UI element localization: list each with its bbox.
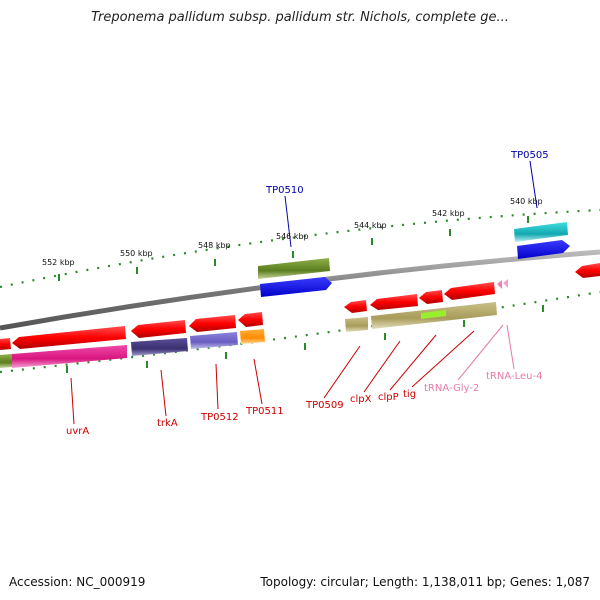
cds-tp0511[interactable] — [240, 329, 265, 344]
gene-red-0[interactable] — [0, 338, 11, 350]
reverse-strand — [0, 263, 600, 350]
label-tp0510[interactable]: TP0510 — [265, 185, 304, 196]
label-tp0505[interactable]: TP0505 — [510, 150, 549, 161]
label-uvrA[interactable]: uvrA — [66, 426, 89, 437]
outer-scale-arc — [0, 208, 600, 289]
tick-label-540: 540 kbp — [510, 197, 543, 206]
gene-clpX[interactable] — [370, 294, 418, 310]
gene-tp0511[interactable] — [238, 312, 263, 327]
cds-clpP-highlight[interactable] — [421, 310, 446, 319]
label-clpP[interactable]: clpP — [378, 392, 399, 403]
cds-tp0505[interactable] — [517, 240, 570, 259]
tick-label-544: 544 kbp — [354, 221, 387, 230]
label-clpX[interactable]: clpX — [350, 394, 372, 405]
gene-red-right[interactable] — [575, 263, 600, 278]
cds-tp0509[interactable] — [345, 317, 368, 332]
trna-leu[interactable] — [503, 279, 508, 288]
label-tig[interactable]: tig — [403, 389, 416, 400]
label-trna-leu[interactable]: tRNA-Leu-4 — [486, 371, 542, 382]
label-tp0509[interactable]: TP0509 — [305, 400, 344, 411]
tick-label-542: 542 kbp — [432, 209, 465, 218]
cds-tp0512[interactable] — [190, 332, 238, 349]
gene-tp0509[interactable] — [344, 300, 367, 313]
scale-ticks — [58, 216, 544, 373]
genome-stats-text: Topology: circular; Length: 1,138,011 bp… — [260, 575, 590, 589]
gene-tig[interactable] — [444, 282, 495, 300]
leader-lines — [70, 160, 538, 425]
map-title: Treponema pallidum subsp. pallidum str. … — [91, 10, 509, 25]
tick-label-550: 550 kbp — [120, 249, 153, 258]
label-tp0512[interactable]: TP0512 — [200, 412, 239, 423]
label-tp0511[interactable]: TP0511 — [245, 406, 284, 417]
gene-tp0510-olive[interactable] — [258, 258, 330, 279]
forward-strand — [258, 222, 570, 297]
tick-label-552: 552 kbp — [42, 258, 75, 267]
cds-tp0510[interactable] — [260, 277, 332, 297]
label-trna-gly[interactable]: tRNA-Gly-2 — [424, 383, 479, 394]
accession-text: Accession: NC_000919 — [9, 575, 146, 589]
trna-gly[interactable] — [497, 280, 502, 289]
gene-tp0512[interactable] — [189, 315, 236, 332]
gene-clpP[interactable] — [419, 290, 443, 304]
cds-olive-left[interactable] — [0, 354, 12, 368]
gene-uvrA[interactable] — [12, 326, 126, 349]
gene-trkA[interactable] — [131, 320, 186, 338]
tick-label-548: 548 kbp — [198, 241, 231, 250]
cds-trkA[interactable] — [131, 338, 188, 356]
label-trkA[interactable]: trkA — [157, 418, 178, 429]
cds-uvrA[interactable] — [12, 345, 127, 368]
tick-label-546: 546 kbp — [276, 232, 309, 241]
gene-tp0505-cyan[interactable] — [514, 222, 568, 242]
reverse-cds — [0, 302, 497, 368]
